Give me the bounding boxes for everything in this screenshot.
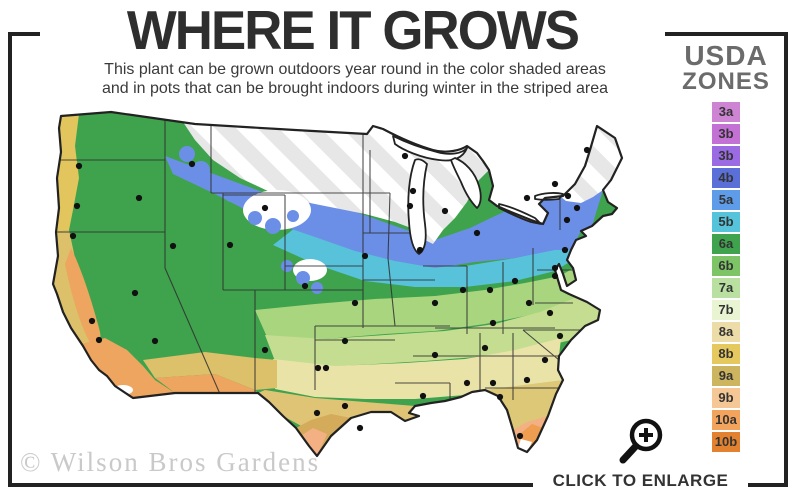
usda-zones-map[interactable] (15, 98, 675, 483)
magnifier-zoom-in-icon[interactable] (616, 414, 668, 468)
legend-zone-swatch: 10a (712, 410, 740, 430)
map-marker-dots (69, 146, 591, 440)
legend-title: USDA ZONES (678, 42, 774, 94)
legend-zone-swatch: 3b (712, 124, 740, 144)
watermark-copyright: © Wilson Bros Gardens (20, 447, 321, 477)
legend-zone-swatch: 7a (712, 278, 740, 298)
header: WHERE IT GROWS (40, 0, 665, 60)
subtitle-line-2: and in pots that can be brought indoors … (101, 80, 609, 97)
legend-zone-swatch: 8a (712, 322, 740, 342)
legend-zone-swatch: 3a (712, 102, 740, 122)
legend-title-usda: USDA (684, 40, 768, 71)
legend-zone-swatch: 6b (712, 256, 740, 276)
click-to-enlarge-button[interactable]: CLICK TO ENLARGE (533, 469, 748, 495)
legend-zone-swatch: 8b (712, 344, 740, 364)
usda-zones-legend: USDA ZONES 3a 3b 3b 4b 5a 5b 6a 6b 7a 7b 8a 8b 9a 9b 1… (678, 42, 774, 454)
subtitle: This plant can be grown outdoors year ro… (40, 60, 670, 98)
legend-title-zones: ZONES (682, 68, 770, 95)
legend-zone-swatch: 5b (712, 212, 740, 232)
legend-zone-swatch: 9b (712, 388, 740, 408)
legend-zone-swatch: 6a (712, 234, 740, 254)
legend-zone-swatch: 10b (712, 432, 740, 452)
legend-zone-swatch: 9a (712, 366, 740, 386)
legend-zone-swatch: 5a (712, 190, 740, 210)
legend-zone-swatch: 7b (712, 300, 740, 320)
page-title: WHERE IT GROWS (126, 0, 580, 61)
legend-zone-swatch: 4b (712, 168, 740, 188)
legend-swatch-list: 3a 3b 3b 4b 5a 5b 6a 6b 7a 7b 8a 8b 9a 9b 10a 10b (678, 102, 774, 452)
subtitle-line-1: This plant can be grown outdoors year ro… (104, 61, 606, 78)
legend-zone-swatch: 3b (712, 146, 740, 166)
